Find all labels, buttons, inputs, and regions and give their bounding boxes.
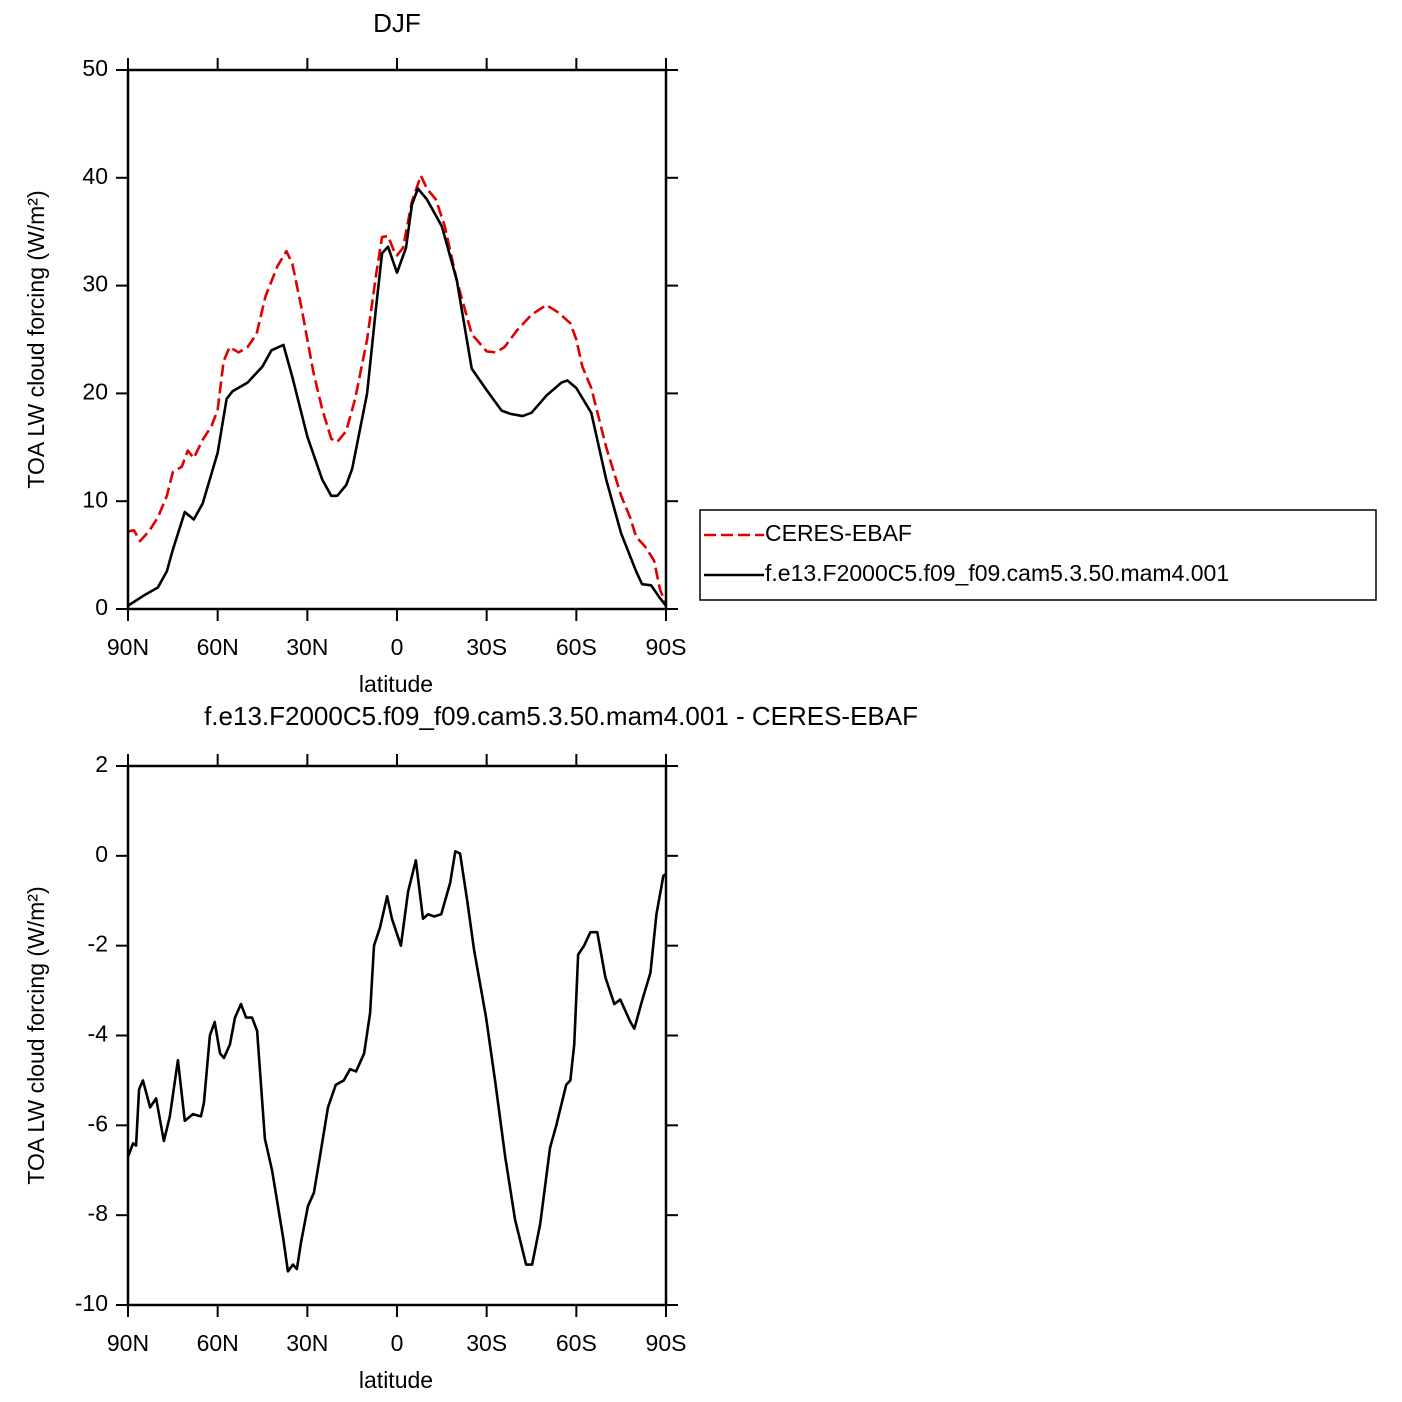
x-tick-label: 30S (466, 1330, 507, 1356)
x-tick-label: 0 (391, 1330, 404, 1356)
y-tick-label: -4 (88, 1021, 109, 1047)
x-tick-label: 60N (197, 1330, 239, 1356)
x-tick-label: 30S (466, 634, 507, 660)
y-tick-label: -8 (88, 1200, 108, 1226)
x-tick-label: 90S (646, 634, 687, 660)
legend-label: f.e13.F2000C5.f09_f09.cam5.3.50.mam4.001 (765, 560, 1229, 586)
plot-frame (126, 764, 668, 1307)
y-tick-label: 40 (82, 163, 108, 189)
y-axis-label: TOA LW cloud forcing (W/m²) (23, 190, 49, 488)
legend-box (699, 509, 1377, 601)
x-tick-label: 90S (646, 1330, 687, 1356)
y-tick-label: 2 (95, 751, 108, 777)
y-axis-label: TOA LW cloud forcing (W/m²) (23, 886, 49, 1184)
y-tick-label: -10 (75, 1290, 108, 1316)
y-tick-label: 30 (82, 271, 108, 297)
x-tick-label: 30N (286, 1330, 328, 1356)
y-tick-label: 0 (95, 841, 108, 867)
x-axis-label: latitude (359, 1367, 433, 1393)
y-tick-label: 0 (95, 594, 108, 620)
y-tick-label: 10 (82, 486, 108, 512)
x-tick-label: 0 (391, 634, 404, 660)
data-line (126, 850, 667, 1273)
x-tick-label: 60N (197, 634, 239, 660)
x-tick-label: 60S (556, 634, 597, 660)
y-tick-label: -2 (88, 931, 108, 957)
y-tick-label: 20 (82, 378, 108, 404)
x-tick-label: 60S (556, 1330, 597, 1356)
plot-frame (126, 68, 668, 611)
x-tick-label: 30N (286, 634, 328, 660)
chart-title: DJF (373, 8, 421, 38)
chart-title: f.e13.F2000C5.f09_f09.cam5.3.50.mam4.001… (204, 701, 918, 731)
y-tick-label: 50 (82, 55, 108, 81)
data-line (127, 187, 668, 607)
x-tick-label: 90N (107, 634, 149, 660)
x-axis-label: latitude (359, 671, 433, 697)
x-tick-label: 90N (107, 1330, 149, 1356)
legend-label: CERES-EBAF (765, 520, 912, 546)
data-line (127, 174, 668, 605)
y-tick-label: -6 (88, 1110, 108, 1136)
